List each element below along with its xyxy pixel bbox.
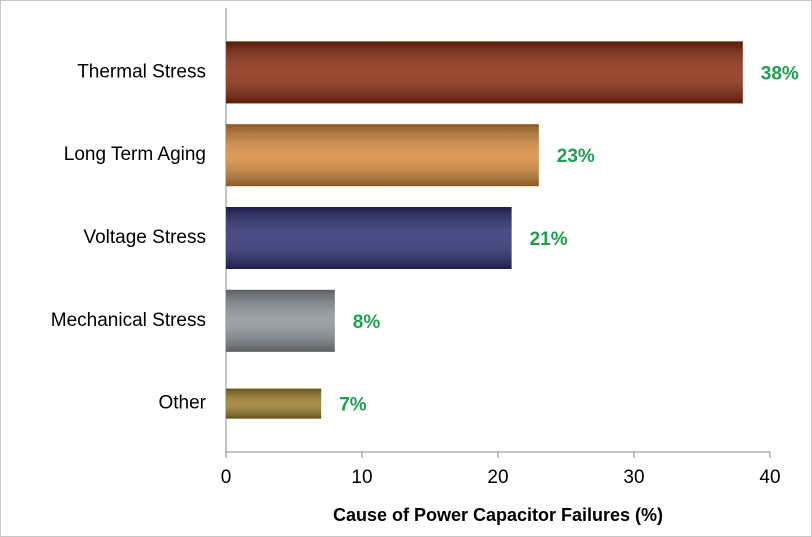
bar (226, 388, 322, 419)
category-label: Long Term Aging (64, 144, 206, 165)
x-tick-label: 30 (623, 467, 644, 488)
category-label: Mechanical Stress (51, 310, 206, 331)
x-tick-label: 10 (351, 467, 372, 488)
x-tick-label: 0 (221, 467, 232, 488)
bar (226, 289, 335, 352)
bar (226, 124, 539, 187)
x-tick-label: 20 (487, 467, 508, 488)
category-label: Thermal Stress (77, 61, 206, 82)
value-label: 38% (761, 63, 799, 84)
category-label: Other (158, 393, 206, 414)
value-label: 8% (353, 312, 381, 333)
bar (226, 41, 743, 104)
value-label: 23% (557, 146, 595, 167)
category-label: Voltage Stress (83, 227, 206, 248)
x-axis-title: Cause of Power Capacitor Failures (%) (333, 505, 663, 525)
x-tick-label: 40 (759, 467, 780, 488)
bar (226, 207, 512, 269)
value-label: 7% (339, 395, 367, 416)
value-label: 21% (530, 229, 568, 250)
